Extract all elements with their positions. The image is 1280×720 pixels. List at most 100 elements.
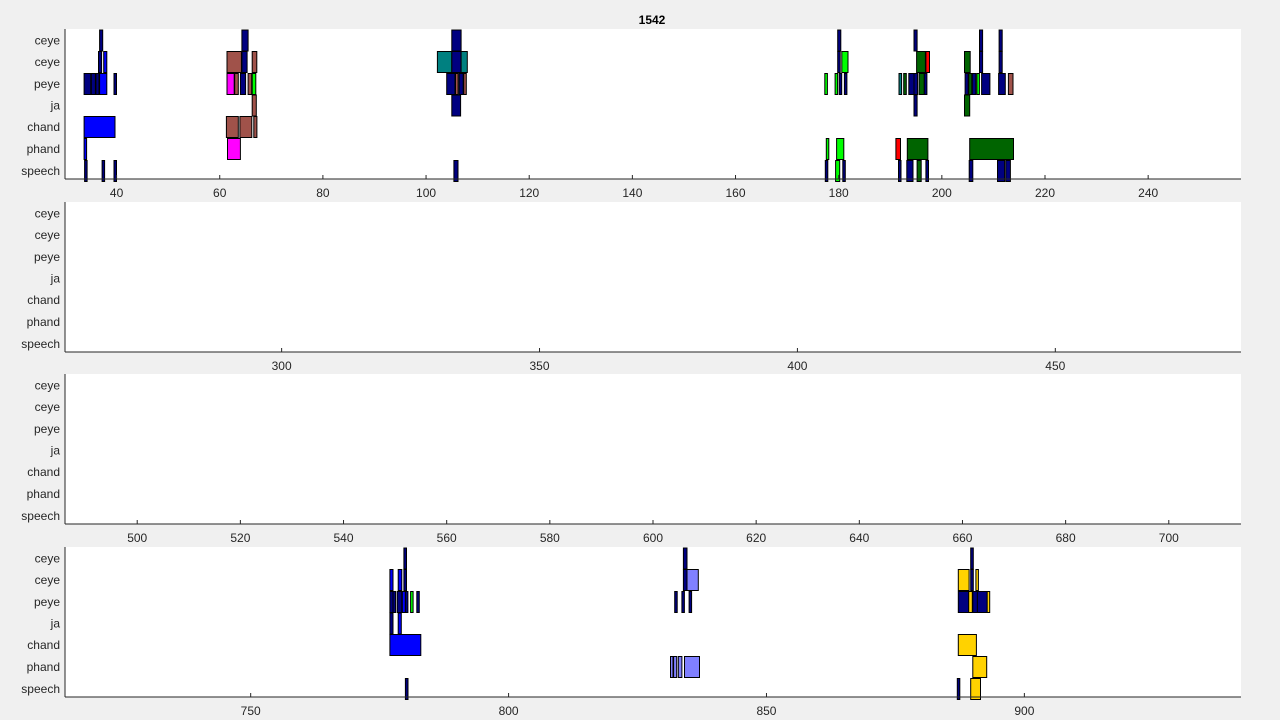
row-label: phand: [27, 315, 60, 329]
event-bar: [674, 591, 678, 613]
event-bar: [838, 73, 843, 95]
event-bar: [451, 51, 462, 73]
row-label: phand: [27, 487, 60, 501]
event-bar: [670, 656, 674, 678]
event-bar: [997, 160, 1006, 182]
event-bar: [455, 73, 459, 95]
x-tick-label: 240: [1138, 186, 1158, 200]
event-bar: [979, 51, 984, 73]
event-bar: [971, 73, 977, 95]
event-bar: [239, 73, 247, 95]
event-bar: [83, 138, 88, 160]
row-label: chand: [27, 293, 60, 307]
event-bar: [451, 29, 462, 52]
event-bar: [460, 51, 468, 73]
event-bar: [389, 612, 394, 635]
x-tick-label: 220: [1035, 186, 1055, 200]
event-bar: [113, 73, 117, 95]
event-bar: [103, 51, 108, 73]
event-bar: [95, 73, 100, 95]
event-bar: [83, 116, 116, 138]
figure-title: 1542: [639, 13, 666, 27]
x-tick-label: 560: [437, 531, 457, 545]
event-bar: [835, 160, 841, 182]
row-label: chand: [27, 638, 60, 652]
timeline-panel-2: ceye ceye peye ja chand phand speech 300 350 400 4…: [21, 202, 1241, 373]
event-bar: [923, 73, 928, 95]
event-bar: [843, 73, 848, 95]
row-label: ja: [50, 617, 61, 631]
x-tick-label: 160: [726, 186, 746, 200]
event-bar: [916, 160, 922, 182]
event-bar: [906, 138, 929, 160]
event-bar: [686, 569, 699, 591]
event-bar: [906, 160, 914, 182]
event-bar: [681, 591, 685, 613]
x-tick-label: 750: [241, 704, 261, 718]
event-bar: [463, 73, 467, 95]
event-bar: [895, 138, 902, 160]
row-label: peye: [34, 77, 60, 91]
x-tick-label: 140: [622, 186, 642, 200]
x-tick-label: 100: [416, 186, 436, 200]
event-bar: [970, 547, 974, 570]
event-bar: [98, 51, 103, 73]
x-tick-label: 200: [932, 186, 952, 200]
row-label: speech: [21, 509, 60, 523]
event-bar: [458, 73, 464, 95]
x-tick-label: 60: [213, 186, 227, 200]
event-bar: [84, 160, 88, 182]
panel-background: [65, 547, 1241, 697]
event-bar: [403, 547, 407, 570]
event-bar: [998, 51, 1003, 73]
x-tick-label: 80: [316, 186, 330, 200]
event-bar: [968, 73, 973, 95]
event-bar: [404, 678, 409, 700]
event-bar: [226, 51, 242, 73]
timeline-panel-1: ceye ceye peye ja chand phand speech 40 60 80 100 1…: [21, 29, 1241, 200]
event-bar: [1005, 160, 1011, 182]
event-bar: [916, 51, 926, 73]
x-tick-label: 660: [952, 531, 972, 545]
event-bar: [903, 73, 907, 95]
x-tick-label: 120: [519, 186, 539, 200]
row-label: phand: [27, 142, 60, 156]
x-tick-label: 400: [787, 359, 807, 373]
x-tick-label: 900: [1014, 704, 1034, 718]
panel-background: [65, 29, 1241, 179]
event-bar: [101, 160, 106, 182]
event-bar: [99, 73, 108, 95]
event-bar: [392, 591, 397, 613]
event-bar: [1007, 73, 1014, 95]
event-bar: [976, 591, 988, 613]
event-bar: [451, 94, 462, 117]
event-bar: [389, 569, 394, 591]
event-bar: [241, 29, 249, 52]
x-tick-label: 620: [746, 531, 766, 545]
event-bar: [113, 160, 117, 182]
event-bar: [981, 73, 991, 95]
row-label: ceye: [35, 552, 61, 566]
panels: ceye ceye peye ja chand phand speech 40 60 80 100 1…: [21, 29, 1241, 718]
event-bar: [83, 73, 92, 95]
event-bar: [404, 591, 409, 613]
row-label: phand: [27, 660, 60, 674]
event-bar: [99, 29, 104, 52]
event-bar: [446, 73, 456, 95]
event-bar: [453, 160, 459, 182]
row-label: speech: [21, 337, 60, 351]
event-bar: [979, 29, 984, 52]
event-bar: [682, 569, 688, 591]
event-bar: [957, 569, 970, 591]
row-label: ja: [50, 444, 61, 458]
event-bar: [682, 547, 688, 570]
event-bar: [975, 569, 979, 591]
x-tick-label: 800: [499, 704, 519, 718]
event-bar: [397, 569, 403, 591]
event-bar: [688, 591, 693, 613]
event-bar: [898, 160, 902, 182]
event-bar: [824, 73, 828, 95]
event-bar: [970, 569, 974, 591]
event-bar: [90, 73, 96, 95]
